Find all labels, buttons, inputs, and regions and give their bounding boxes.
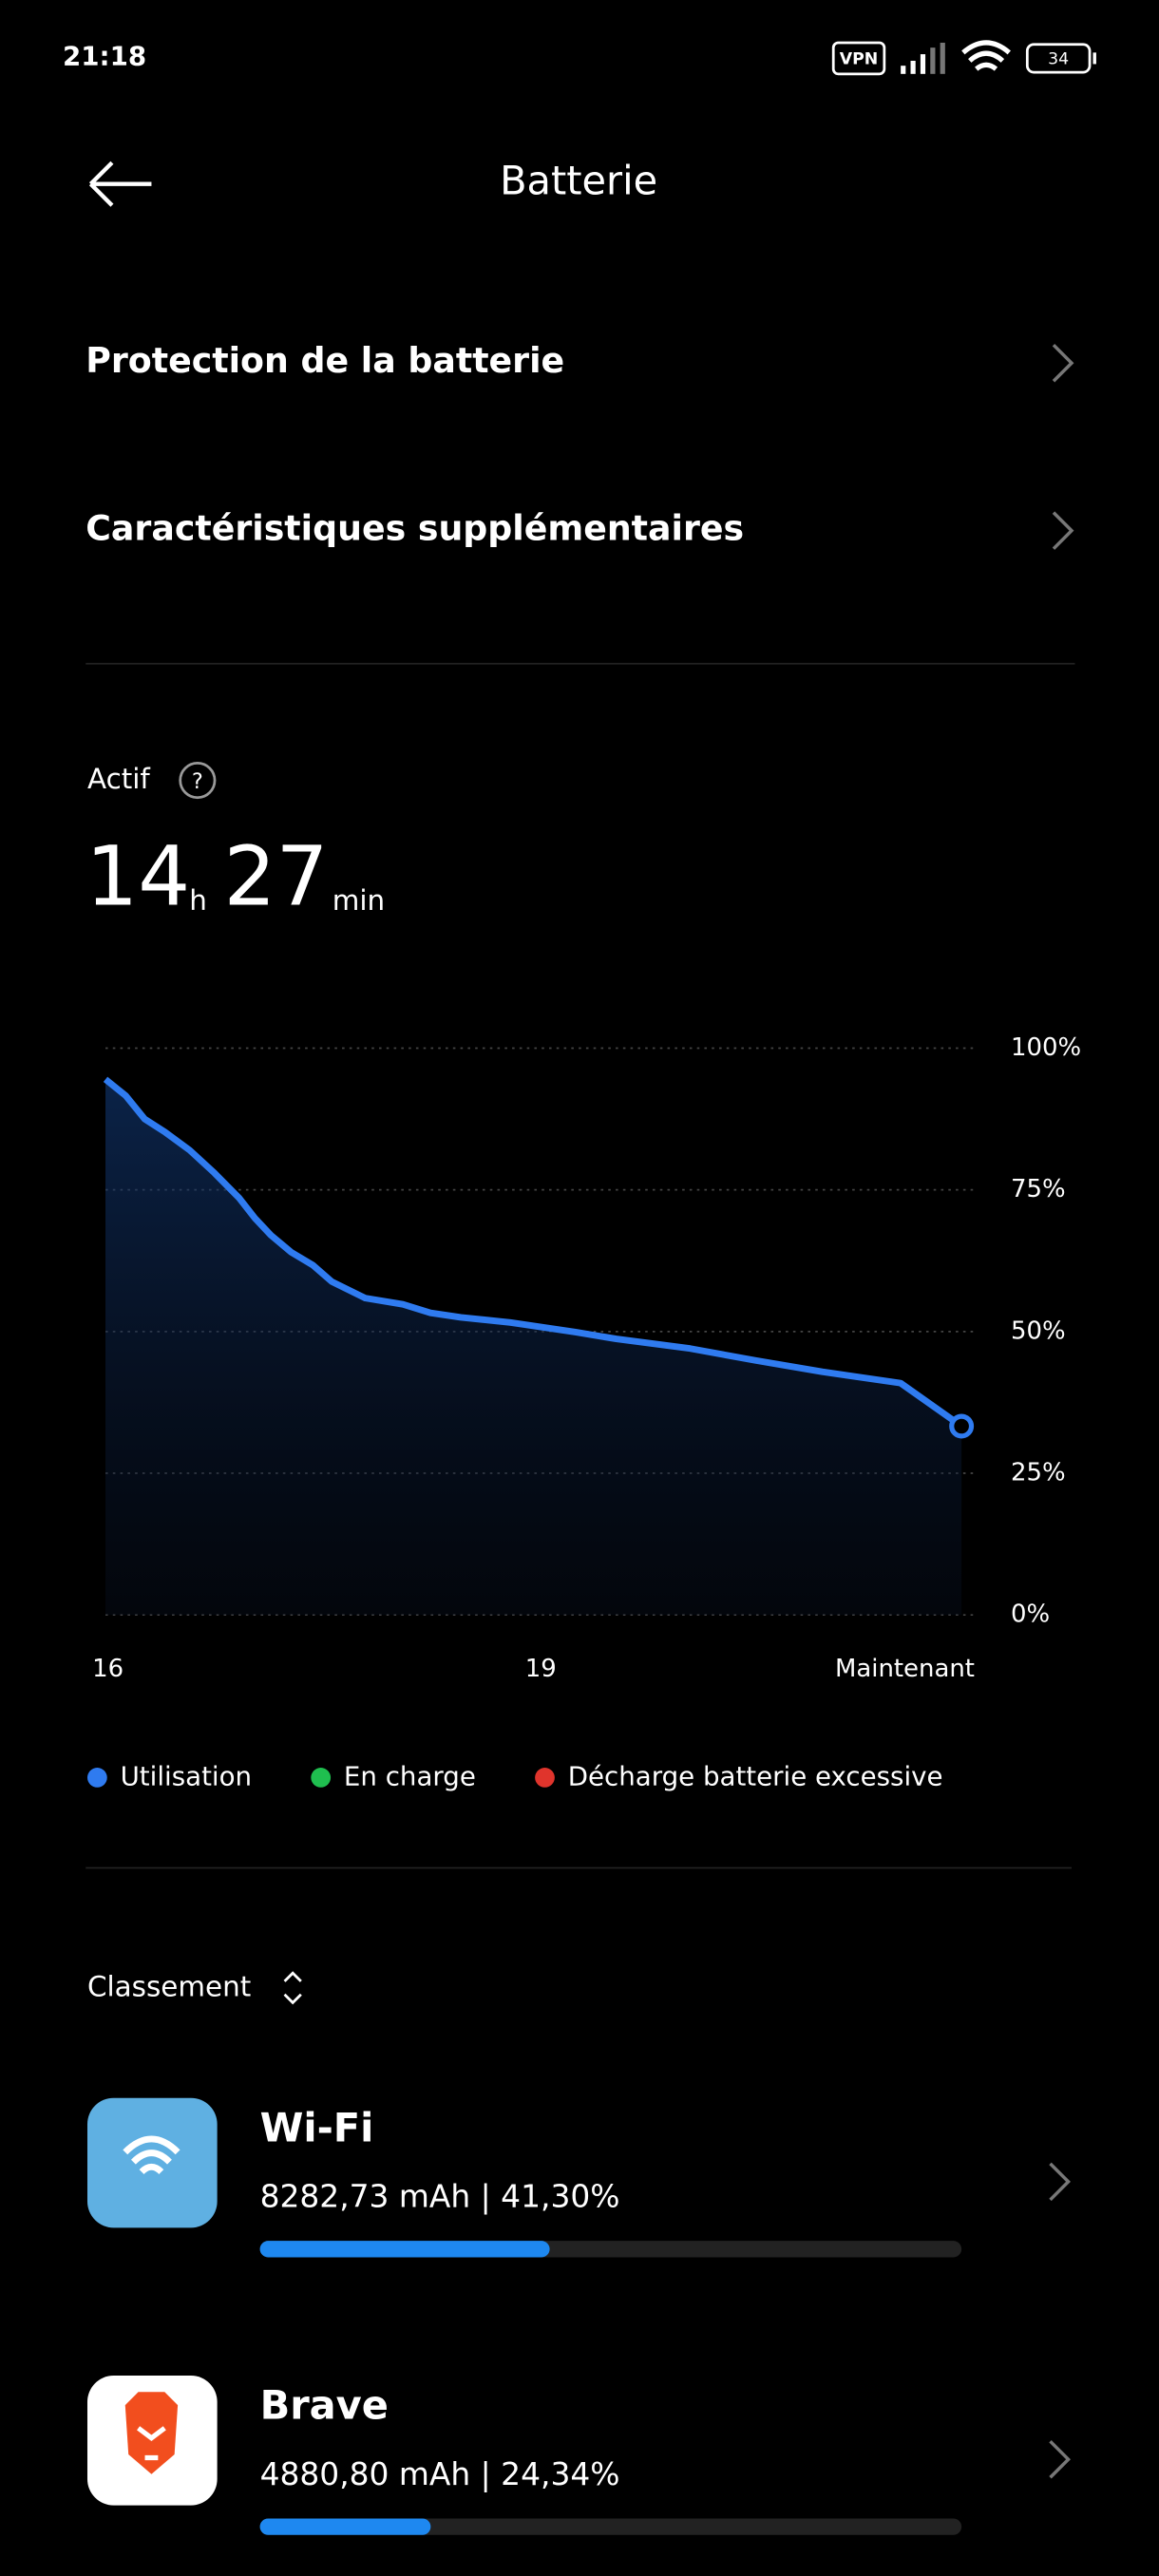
legend-label: Utilisation [121,1760,252,1791]
wifi-status [961,40,1011,71]
legend-swatch [311,1768,332,1788]
chevron [1049,2162,1071,2202]
y-tick-label: 50% [1011,1316,1066,1345]
chevron [1049,2439,1071,2479]
clock: 21:18 [63,41,146,72]
app-detail: 4880,80 mAh | 24,34% [260,2455,620,2492]
y-tick-label: 25% [1011,1459,1066,1487]
y-tick-label: 100% [1011,1033,1081,1062]
chevron [1052,343,1074,383]
menu-label: Protection de la batterie [86,340,564,381]
battery-tip [1092,52,1096,65]
app-name: Brave [260,2382,389,2429]
legend-swatch [535,1768,555,1788]
sort-icon [283,1971,302,2005]
app-detail: 8282,73 mAh | 41,30% [260,2178,620,2215]
brave-glyph [124,2392,179,2474]
hours: 14 [86,830,190,925]
end-point [949,1413,975,1439]
x-tick-label: Maintenant [835,1655,975,1683]
progress-bar [259,2518,431,2535]
chevron [1052,511,1074,550]
menu-label: Caractéristiques supplémentaires [86,508,744,549]
help-mark: ? [192,769,203,794]
y-tick-label: 0% [1011,1601,1050,1629]
back-button[interactable] [88,161,152,207]
vpn-box [831,41,886,76]
progress-track [259,2518,962,2535]
area [105,1079,962,1616]
signal [901,42,945,74]
ranking-label: Classement [87,1970,251,2002]
x-tick-label: 16 [92,1655,124,1683]
chart: 0% 25% 50% 75% 100% 16 19 Maintenant Utilisation… [86,1033,1081,1791]
help-icon[interactable] [179,762,217,800]
app-row[interactable]: Wi-Fi 8282,73 mAh | 41,30% [86,2097,1071,2228]
line [103,1076,964,1430]
wifi-glyph [123,2135,180,2175]
menu-item[interactable]: Caractéristiques supplémentaires [86,508,1074,550]
legend-swatch [86,1768,107,1788]
wifi-icon [86,2097,218,2228]
active-label: Actif [87,763,150,795]
battery-level: 34 [1048,49,1069,68]
header-title: Batterie [500,158,657,204]
battery-box [1025,43,1092,74]
legend-label: Décharge batterie excessive [568,1760,943,1791]
x-tick-label: 19 [525,1655,557,1683]
progress-bar [259,2241,550,2258]
hours-unit: h [189,884,207,917]
brave-face [137,2426,166,2461]
minutes: 27 [224,830,329,925]
menu-item[interactable]: Protection de la batterie [86,340,1074,383]
vpn: VPN [840,49,879,68]
minutes-unit: min [332,884,385,917]
app-row[interactable]: Brave 4880,80 mAh | 24,34% [86,2375,1071,2506]
ranking-sort[interactable]: Classement [87,1970,302,2005]
app-name: Wi-Fi [260,2104,374,2150]
legend-label: En charge [344,1760,476,1791]
y-tick-label: 75% [1011,1175,1066,1203]
